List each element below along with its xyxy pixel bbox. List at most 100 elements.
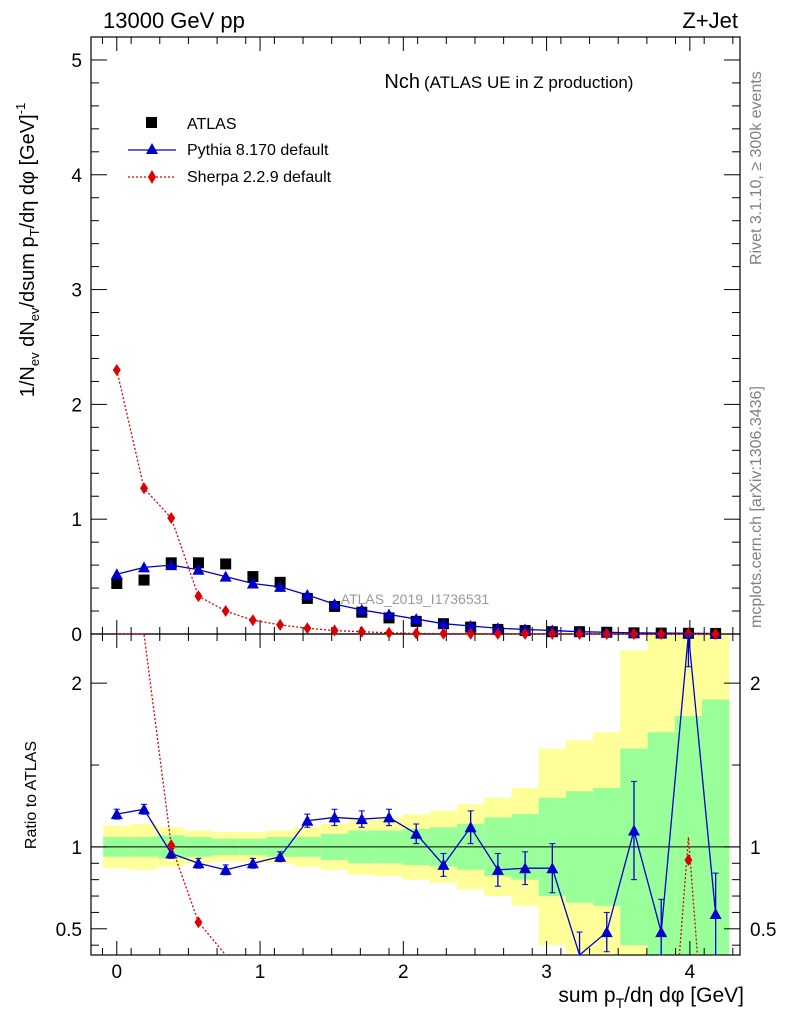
pythia-ratio-point — [437, 858, 450, 870]
y-tick-label-main: 2 — [71, 395, 82, 416]
pythia-point — [246, 577, 259, 589]
legend-label-pythia: Pythia 8.170 default — [187, 142, 329, 159]
sherpa-ratio-spike — [678, 837, 699, 956]
legend: ATLAS Pythia 8.170 default Sherpa 2.2.9 … — [128, 116, 332, 186]
sherpa-point — [248, 614, 257, 627]
rivet-info: Rivet 3.1.10, ≥ 300k events — [748, 71, 765, 265]
pythia-ratio-point — [274, 850, 287, 862]
atlas-point — [192, 557, 204, 569]
mcplots-info: mcplots.cern.ch [arXiv:1306.3436] — [748, 386, 765, 628]
pythia-ratio-point — [355, 813, 368, 825]
analysis-watermark: ATLAS_2019_I1736531 — [341, 591, 490, 607]
pythia-ratio-point — [464, 821, 477, 833]
pythia-point — [491, 622, 504, 634]
pythia-point — [274, 580, 287, 592]
sherpa-point — [466, 627, 475, 640]
ratio-tick-label-right: 0.5 — [750, 920, 776, 941]
pythia-point — [355, 603, 368, 615]
legend-label-atlas: ATLAS — [187, 116, 237, 133]
chart-title: Nch — [384, 71, 420, 93]
y-axis-label-main: 1/Nev dNev/dsum pT/dη dφ [GeV]-1 — [13, 103, 42, 398]
pythia-ratio-point — [246, 857, 259, 869]
x-tick-label: 0 — [111, 962, 122, 983]
atlas-point — [220, 558, 232, 570]
pythia-point — [110, 568, 123, 580]
ratio-tick-label-right: 2 — [750, 674, 761, 695]
sherpa-point — [303, 622, 312, 635]
sherpa-ratio-line — [116, 633, 227, 956]
pythia-ratio-point — [709, 908, 722, 920]
pythia-point — [138, 561, 151, 573]
pythia-point — [437, 617, 450, 629]
sherpa-point — [112, 363, 121, 376]
band-green — [674, 715, 703, 955]
y-tick-label-main: 5 — [71, 51, 82, 72]
pythia-ratio-point — [546, 862, 559, 874]
y-tick-label-main: 3 — [71, 281, 82, 302]
pythia-ratio-point — [165, 847, 178, 859]
pythia-point — [410, 613, 423, 625]
pythia-ratio-point — [627, 824, 640, 836]
pythia-point — [382, 608, 395, 620]
legend-marker-sherpa — [148, 170, 156, 184]
sherpa-point — [602, 628, 611, 640]
y-tick-label-main: 0 — [71, 625, 82, 646]
x-tick-label: 1 — [255, 962, 266, 983]
sherpa-point — [194, 590, 203, 603]
pythia-point — [192, 563, 205, 575]
x-tick-label: 3 — [541, 962, 552, 983]
pythia-ratio-point — [519, 862, 532, 874]
sherpa-point — [140, 482, 149, 495]
pythia-point — [219, 570, 232, 582]
sherpa-point — [439, 627, 448, 640]
pythia-point — [165, 559, 178, 571]
ratio-tick-label-right: 1 — [750, 838, 761, 859]
uncertainty-bands — [91, 634, 740, 955]
ratio-tick-label: 0.5 — [56, 920, 82, 941]
pythia-ratio-point — [192, 857, 205, 869]
pythia-ratio-point — [301, 814, 314, 826]
sherpa-point — [493, 627, 502, 640]
sherpa-point — [521, 627, 530, 640]
sherpa-point — [629, 628, 638, 640]
y-tick-label-main: 4 — [71, 166, 82, 187]
y-tick-label-main: 1 — [71, 510, 82, 531]
pythia-point — [328, 598, 341, 610]
legend-label-sherpa: Sherpa 2.2.9 default — [187, 169, 332, 186]
sherpa-ratio-point — [684, 854, 693, 867]
atlas-point — [247, 571, 259, 583]
sherpa-point — [357, 625, 366, 638]
chart-subtitle: (ATLAS UE in Z production) — [424, 73, 633, 92]
header-left: 13000 GeV pp — [103, 8, 245, 33]
atlas-point — [138, 574, 150, 586]
sherpa-point — [384, 626, 393, 639]
sherpa-point — [575, 628, 584, 640]
pythia-point — [464, 619, 477, 631]
header-right: Z+Jet — [682, 8, 738, 33]
legend-marker-atlas — [146, 117, 157, 128]
ratio-tick-label: 2 — [71, 674, 82, 695]
sherpa-point — [167, 512, 176, 525]
x-axis-label: sum pT/dη dφ [GeV] — [558, 984, 744, 1011]
sherpa-point — [221, 605, 230, 618]
atlas-point — [111, 577, 123, 589]
pythia-point — [301, 588, 314, 600]
pythia-ratio-point — [138, 803, 151, 815]
pythia-ratio-point — [382, 811, 395, 823]
ratio-tick-label: 1 — [71, 838, 82, 859]
sherpa-point — [548, 627, 557, 640]
pythia-ratio-point — [655, 926, 668, 938]
x-tick-label: 2 — [398, 962, 409, 983]
sherpa-point — [711, 628, 720, 640]
pythia-ratio-point — [600, 926, 613, 938]
pythia-ratio-point — [491, 863, 504, 875]
pythia-ratio-point — [110, 808, 123, 820]
sherpa-point — [657, 628, 666, 640]
sherpa-ratio-point — [167, 839, 176, 852]
sherpa-point — [330, 624, 339, 637]
legend-marker-pythia — [146, 143, 158, 154]
y-axis-label-ratio: Ratio to ATLAS — [23, 741, 40, 849]
pythia-ratio-point — [328, 811, 341, 823]
pythia-ratio-point — [410, 827, 423, 839]
